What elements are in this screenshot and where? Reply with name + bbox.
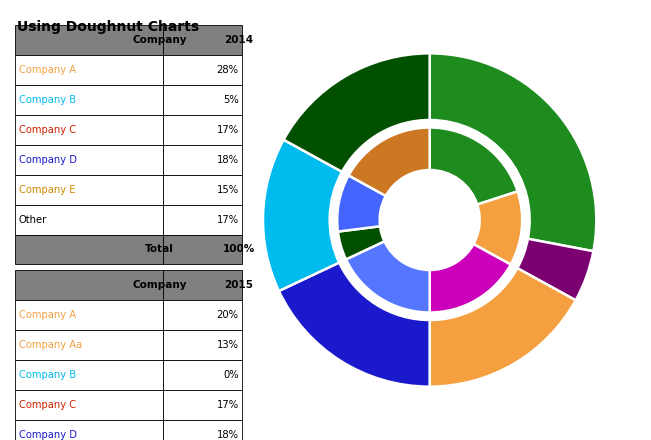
- Bar: [15, 330, 163, 360]
- Text: 20%: 20%: [217, 310, 239, 320]
- Bar: [163, 145, 242, 175]
- Text: 5%: 5%: [223, 95, 239, 105]
- Text: 0%: 0%: [223, 370, 239, 380]
- Text: Company D: Company D: [18, 155, 77, 165]
- Text: Using Doughnut Charts: Using Doughnut Charts: [18, 20, 199, 34]
- Bar: [163, 420, 242, 440]
- Wedge shape: [518, 239, 593, 300]
- Text: Company A: Company A: [18, 65, 76, 75]
- Bar: [163, 85, 242, 115]
- Bar: [163, 390, 242, 420]
- Text: 2015: 2015: [224, 280, 253, 290]
- Wedge shape: [346, 241, 430, 312]
- Bar: [15, 55, 163, 85]
- Text: 2014: 2014: [224, 35, 253, 45]
- Wedge shape: [430, 268, 575, 387]
- Bar: [163, 205, 242, 235]
- Bar: [15, 115, 163, 145]
- Wedge shape: [473, 191, 522, 264]
- Text: 13%: 13%: [217, 340, 239, 350]
- Bar: [15, 205, 163, 235]
- Bar: [15, 360, 163, 390]
- Text: Company E: Company E: [18, 185, 75, 194]
- Bar: [15, 175, 163, 205]
- Text: Company Aa: Company Aa: [18, 340, 82, 350]
- Bar: [163, 271, 242, 301]
- Text: Company C: Company C: [18, 125, 76, 135]
- Bar: [15, 301, 163, 330]
- Bar: [163, 25, 242, 55]
- Text: 15%: 15%: [217, 185, 239, 194]
- Wedge shape: [348, 128, 430, 196]
- Wedge shape: [338, 226, 385, 260]
- Bar: [163, 235, 242, 264]
- Bar: [15, 145, 163, 175]
- Bar: [163, 55, 242, 85]
- Text: Company A: Company A: [18, 310, 76, 320]
- Text: Company B: Company B: [18, 370, 76, 380]
- Text: 28%: 28%: [217, 65, 239, 75]
- Wedge shape: [337, 176, 386, 231]
- Text: Company: Company: [132, 35, 187, 45]
- Text: 17%: 17%: [217, 125, 239, 135]
- Bar: [15, 85, 163, 115]
- Bar: [15, 235, 163, 264]
- Text: 18%: 18%: [217, 155, 239, 165]
- Bar: [15, 25, 163, 55]
- Bar: [163, 115, 242, 145]
- Wedge shape: [279, 263, 430, 387]
- Bar: [163, 330, 242, 360]
- Wedge shape: [284, 53, 430, 172]
- Text: Other: Other: [18, 215, 47, 224]
- Wedge shape: [430, 244, 511, 312]
- Text: Company B: Company B: [18, 95, 76, 105]
- Bar: [163, 175, 242, 205]
- Bar: [15, 390, 163, 420]
- Bar: [15, 271, 163, 301]
- Text: Total: Total: [145, 245, 174, 254]
- Text: Company D: Company D: [18, 430, 77, 440]
- Text: 18%: 18%: [217, 430, 239, 440]
- Text: Company: Company: [132, 280, 187, 290]
- Text: 17%: 17%: [217, 400, 239, 410]
- Text: Company C: Company C: [18, 400, 76, 410]
- Wedge shape: [263, 140, 342, 291]
- Bar: [163, 360, 242, 390]
- Wedge shape: [430, 53, 596, 251]
- Bar: [15, 420, 163, 440]
- Wedge shape: [430, 128, 518, 205]
- Text: 100%: 100%: [223, 245, 255, 254]
- Text: 17%: 17%: [217, 215, 239, 224]
- Bar: [163, 301, 242, 330]
